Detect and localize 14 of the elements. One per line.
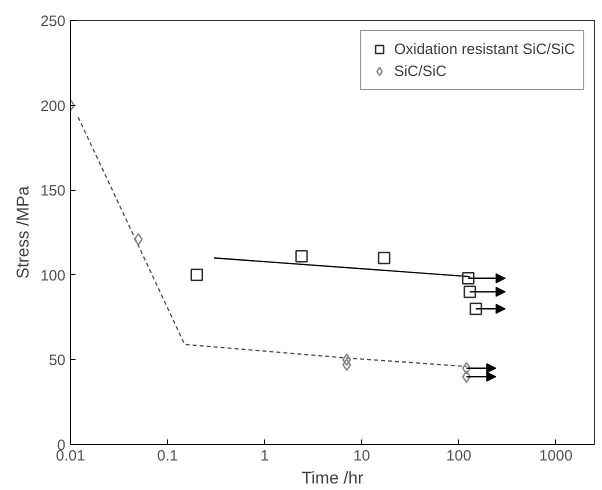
x-tick-label: 0.1 <box>157 448 178 464</box>
x-tick-label: 100 <box>446 448 472 464</box>
y-axis-title: Stress /MPa <box>13 186 32 279</box>
x-tick-label: 1000 <box>539 448 573 464</box>
legend-label: SiC/SiC <box>394 62 447 80</box>
y-tick-label: 150 <box>40 182 66 200</box>
y-tick-label: 250 <box>40 13 66 30</box>
x-tick-label: 1 <box>260 448 269 464</box>
y-tick-label: 50 <box>48 352 66 370</box>
x-tick-label: 10 <box>353 448 370 464</box>
legend-label: Oxidation resistant SiC/SiC <box>394 40 575 58</box>
y-tick-label: 100 <box>40 267 66 284</box>
x-axis-title: Time /hr <box>302 468 364 488</box>
y-tick-label: 200 <box>40 98 66 115</box>
